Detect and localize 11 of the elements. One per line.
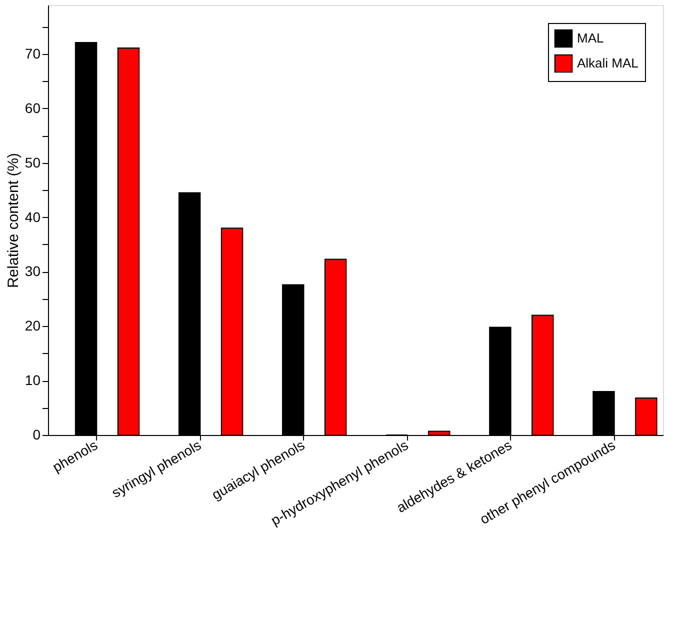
y-tick-label: 50 — [24, 154, 41, 170]
y-tick-label: 10 — [24, 372, 41, 388]
y-tick-label: 30 — [24, 263, 41, 280]
y-axis-title: Relative content (%) — [4, 152, 22, 288]
y-tick-label: 0 — [32, 426, 41, 442]
legend-label: Alkali MAL — [577, 56, 638, 70]
legend-label: MAL — [577, 30, 604, 46]
y-tick-label: 20 — [24, 318, 41, 334]
y-tick-label: 60 — [24, 100, 41, 116]
y-tick-label: 40 — [24, 208, 41, 225]
y-tick-label: 70 — [24, 45, 41, 62]
